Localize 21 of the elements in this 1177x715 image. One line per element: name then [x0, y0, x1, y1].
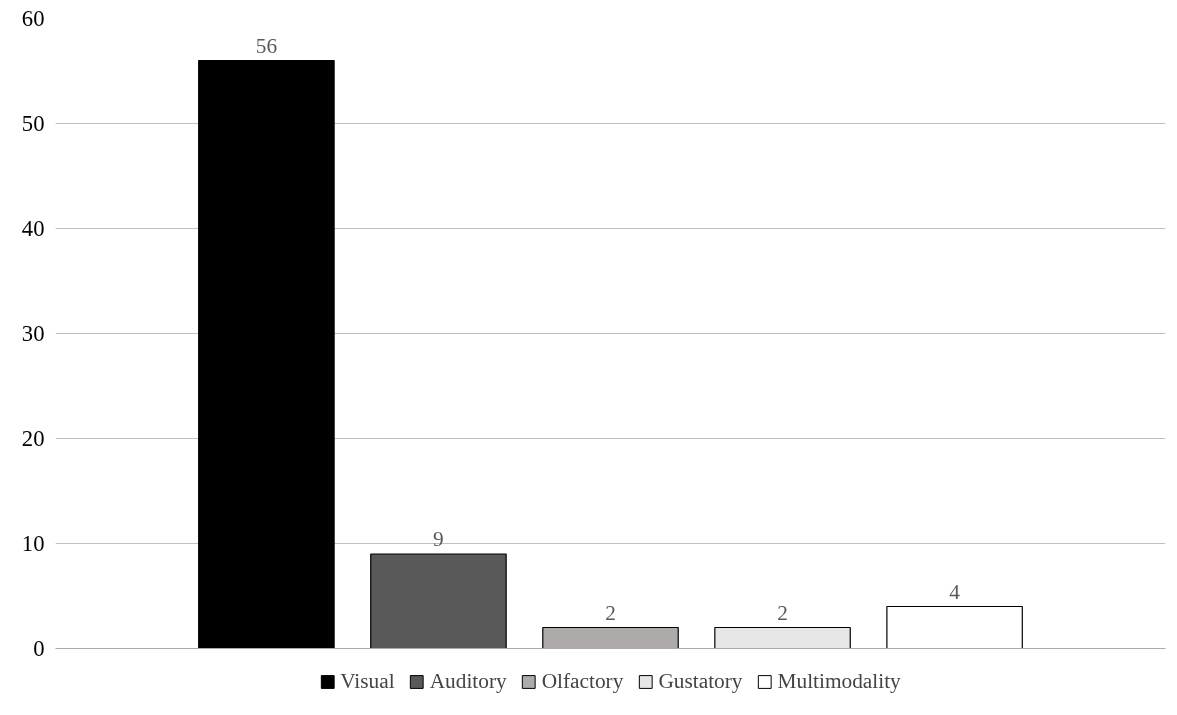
data-label: 2	[777, 600, 788, 625]
legend-label: Visual	[340, 668, 395, 694]
bar	[886, 605, 1023, 649]
y-tick-label: 30	[21, 321, 45, 346]
y-tick-label: 50	[21, 111, 45, 136]
y-tick-label: 20	[21, 426, 45, 451]
y-tick-label: 40	[21, 216, 45, 241]
bar	[714, 626, 851, 649]
legend-label: Olfactory	[541, 668, 624, 694]
bar	[370, 553, 507, 649]
data-label: 4	[949, 579, 961, 604]
data-label: 9	[433, 527, 444, 551]
legend-label: Gustatory	[658, 668, 743, 694]
legend-label: Auditory	[429, 668, 507, 694]
y-tick-label: 60	[21, 6, 45, 31]
bar	[198, 59, 335, 649]
data-label: 2	[605, 600, 616, 625]
y-tick-label: 10	[21, 531, 45, 556]
legend-label: Multimodality	[777, 668, 901, 694]
y-tick-label: 0	[33, 636, 45, 661]
data-label: 56	[255, 33, 278, 58]
